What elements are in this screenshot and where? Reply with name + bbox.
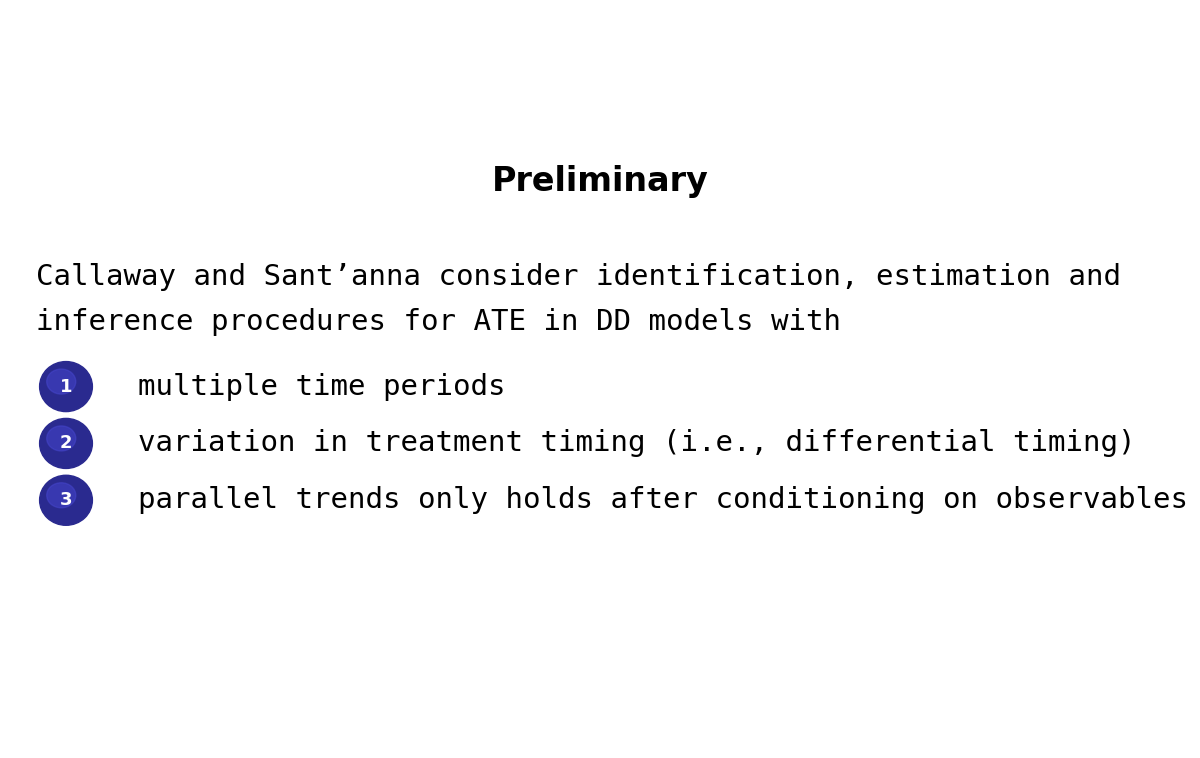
Text: multiple time periods: multiple time periods xyxy=(138,373,505,400)
Ellipse shape xyxy=(40,362,92,412)
Text: Callaway and Sant’anna consider identification, estimation and: Callaway and Sant’anna consider identifi… xyxy=(36,263,1121,290)
Text: parallel trends only holds after conditioning on observables: parallel trends only holds after conditi… xyxy=(138,487,1188,514)
Ellipse shape xyxy=(47,483,76,508)
Ellipse shape xyxy=(47,369,76,394)
Text: variation in treatment timing (i.e., differential timing): variation in treatment timing (i.e., dif… xyxy=(138,430,1135,457)
Text: Preliminary: Preliminary xyxy=(492,165,708,199)
Ellipse shape xyxy=(47,426,76,451)
Text: inference procedures for ATE in DD models with: inference procedures for ATE in DD model… xyxy=(36,309,841,336)
Text: 2: 2 xyxy=(60,434,72,453)
Ellipse shape xyxy=(40,418,92,468)
Text: 3: 3 xyxy=(60,491,72,509)
Ellipse shape xyxy=(40,475,92,525)
Text: 1: 1 xyxy=(60,377,72,396)
